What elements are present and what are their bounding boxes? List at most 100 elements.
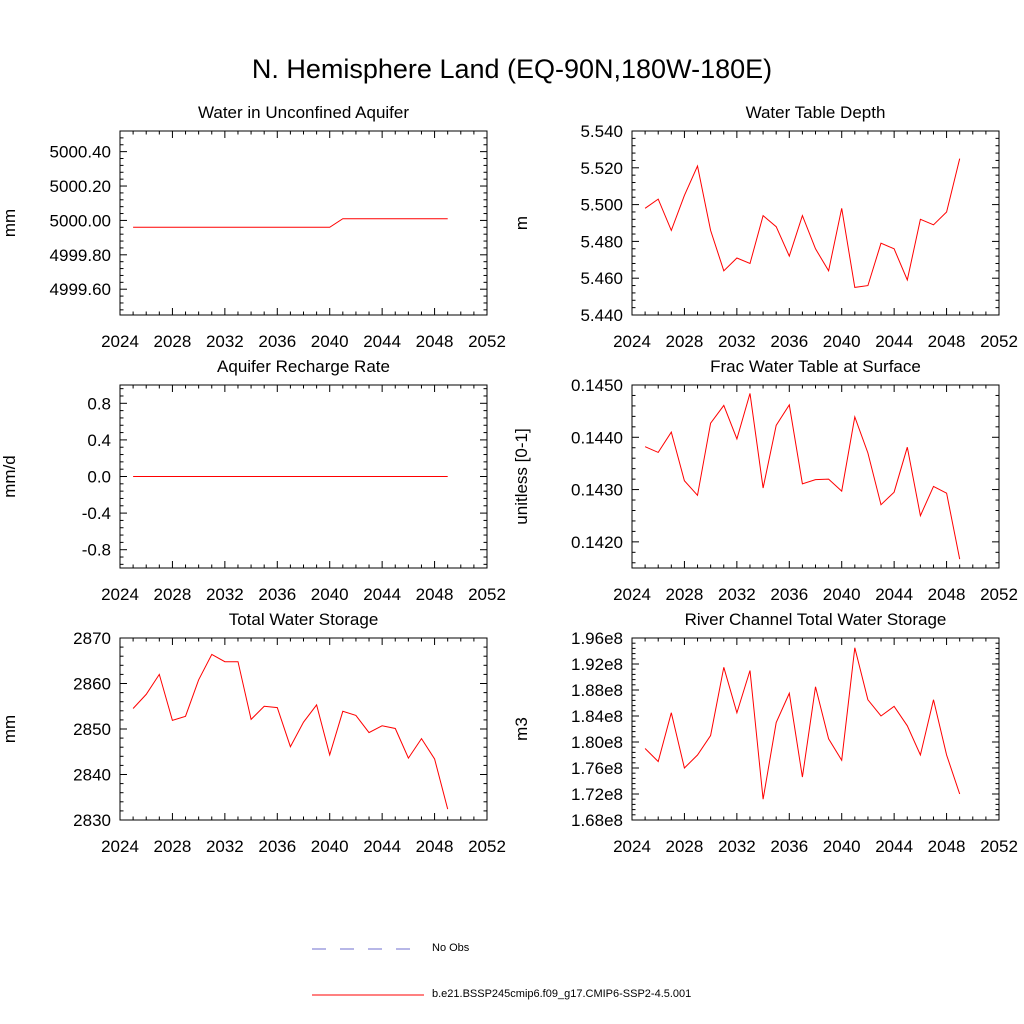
panel-2-xtick-label: 2044: [875, 332, 913, 351]
panel-3-xtick-label: 2036: [258, 585, 296, 604]
panel-3-xtick-label: 2052: [468, 585, 506, 604]
panel-5-xtick-label: 2052: [468, 837, 506, 856]
panel-3-xtick-label: 2032: [206, 585, 244, 604]
panel-5-ytick-label: 2830: [73, 811, 111, 830]
panel-5-xtick-label: 2032: [206, 837, 244, 856]
panel-5-ytick-label: 2850: [73, 720, 111, 739]
panel-6-ytick-label: 1.80e8: [571, 733, 623, 752]
panel-6-xtick-label: 2048: [928, 837, 966, 856]
panel-6-ylabel: m3: [512, 717, 531, 741]
panel-2-ytick-label: 5.460: [580, 269, 623, 288]
panel-1-ytick-label: 5000.40: [50, 143, 111, 162]
panel-5-ylabel: mm: [0, 715, 19, 743]
panel-4-ytick-label: 0.1450: [571, 376, 623, 395]
panel-2-ytick-label: 5.500: [580, 196, 623, 215]
panel-3-xtick-label: 2028: [154, 585, 192, 604]
panel-4-xtick-label: 2024: [613, 585, 651, 604]
panel-4-ylabel: unitless [0-1]: [512, 428, 531, 524]
panel-6-ytick-label: 1.76e8: [571, 759, 623, 778]
panel-3-ytick-label: 0.0: [87, 468, 111, 487]
panel-6-ytick-label: 1.92e8: [571, 655, 623, 674]
panel-2-xtick-label: 2036: [770, 332, 808, 351]
panel-6-xtick-label: 2028: [666, 837, 704, 856]
panel-6-series-line: [644, 647, 961, 800]
panel-2-xtick-label: 2032: [718, 332, 756, 351]
panel-2-ytick-label: 5.540: [580, 122, 623, 141]
panel-5-xtick-label: 2024: [101, 837, 139, 856]
panel-4-ytick-label: 0.1420: [571, 533, 623, 552]
panel-5-ytick-label: 2840: [73, 766, 111, 785]
panel-2-title: Water Table Depth: [746, 103, 886, 122]
panel-6-xtick-label: 2032: [718, 837, 756, 856]
panel-1-ytick-label: 5000.00: [50, 211, 111, 230]
panel-2-xtick-label: 2048: [928, 332, 966, 351]
panel-1-xtick-label: 2028: [154, 332, 192, 351]
panel-3-title: Aquifer Recharge Rate: [217, 357, 390, 376]
panel-3-ytick-label: 0.8: [87, 394, 111, 413]
panel-6-xtick-label: 2052: [980, 837, 1018, 856]
panel-4-xtick-label: 2036: [770, 585, 808, 604]
panel-1-ytick-label: 5000.20: [50, 177, 111, 196]
panel-1-ytick-label: 4999.60: [50, 280, 111, 299]
panel-4-title: Frac Water Table at Surface: [710, 357, 921, 376]
panel-6-ytick-label: 1.84e8: [571, 707, 623, 726]
panel-5-ytick-label: 2870: [73, 629, 111, 648]
panel-6-xtick-label: 2036: [770, 837, 808, 856]
panel-4-series-line: [644, 393, 961, 560]
panel-4-ytick-label: 0.1440: [571, 428, 623, 447]
panel-6-xtick-label: 2040: [823, 837, 861, 856]
panel-4-xtick-label: 2044: [875, 585, 913, 604]
panel-4-xtick-label: 2048: [928, 585, 966, 604]
panel-3-ylabel: mm/d: [0, 455, 19, 498]
main-title: N. Hemisphere Land (EQ-90N,180W-180E): [251, 54, 773, 84]
panel-5-ytick-label: 2860: [73, 675, 111, 694]
panel-5-xtick-label: 2048: [416, 837, 454, 856]
panel-3-xtick-label: 2044: [363, 585, 401, 604]
panel-3-ytick-label: 0.4: [87, 431, 111, 450]
panel-1-xtick-label: 2024: [101, 332, 139, 351]
panel-2-ytick-label: 5.440: [580, 306, 623, 325]
legend-label-model: b.e21.BSSP245cmip6.f09_g17.CMIP6-SSP2-4.…: [432, 988, 692, 1000]
panel-2-ytick-label: 5.520: [580, 159, 623, 178]
panel-3-ytick-label: -0.8: [82, 541, 111, 560]
panel-2-ytick-label: 5.480: [580, 232, 623, 251]
panel-1-xtick-label: 2052: [468, 332, 506, 351]
panel-3-xtick-label: 2040: [311, 585, 349, 604]
panel-1-xtick-label: 2044: [363, 332, 401, 351]
panel-5-xtick-label: 2044: [363, 837, 401, 856]
panel-6-xtick-label: 2024: [613, 837, 651, 856]
panel-4-xtick-label: 2028: [666, 585, 704, 604]
panel-2-ylabel: m: [512, 216, 531, 230]
panel-6-title: River Channel Total Water Storage: [685, 610, 947, 629]
panel-1-series-line: [133, 218, 448, 228]
legend-label-no-obs: No Obs: [432, 942, 470, 954]
panel-1-ytick-label: 4999.80: [50, 246, 111, 265]
panel-5-series-line: [132, 653, 449, 810]
panel-1-xtick-label: 2036: [258, 332, 296, 351]
panel-6-ytick-label: 1.96e8: [571, 629, 623, 648]
panel-6-xtick-label: 2044: [875, 837, 913, 856]
panel-5-xtick-label: 2040: [311, 837, 349, 856]
panel-6-ytick-label: 1.68e8: [571, 811, 623, 830]
panel-1-title: Water in Unconfined Aquifer: [198, 103, 409, 122]
panel-1-xtick-label: 2048: [416, 332, 454, 351]
panel-3-ytick-label: -0.4: [82, 504, 111, 523]
panel-1-xtick-label: 2040: [311, 332, 349, 351]
panel-2-xtick-label: 2040: [823, 332, 861, 351]
panel-6-ytick-label: 1.88e8: [571, 681, 623, 700]
panel-3-xtick-label: 2048: [416, 585, 454, 604]
panel-4-xtick-label: 2032: [718, 585, 756, 604]
panel-6-ytick-label: 1.72e8: [571, 785, 623, 804]
panel-1-xtick-label: 2032: [206, 332, 244, 351]
panel-4-ytick-label: 0.1430: [571, 481, 623, 500]
panel-4-xtick-label: 2052: [980, 585, 1018, 604]
panel-2-xtick-label: 2024: [613, 332, 651, 351]
panel-5-title: Total Water Storage: [229, 610, 379, 629]
panel-1-ylabel: mm: [0, 209, 19, 237]
panel-2-series-line: [644, 158, 961, 288]
panel-2-xtick-label: 2028: [666, 332, 704, 351]
panel-2-xtick-label: 2052: [980, 332, 1018, 351]
panel-4-xtick-label: 2040: [823, 585, 861, 604]
panel-5-xtick-label: 2036: [258, 837, 296, 856]
